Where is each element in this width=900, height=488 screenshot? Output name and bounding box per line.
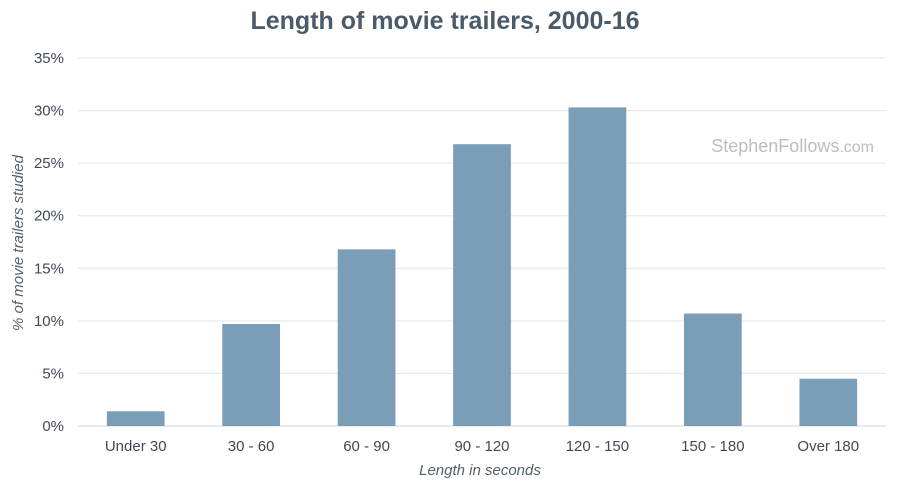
y-tick-label: 5% (42, 365, 64, 382)
y-axis-label: % of movie trailers studied (10, 154, 27, 331)
watermark: StephenFollows.com (711, 136, 874, 156)
x-tick-label: 30 - 60 (228, 438, 275, 455)
y-tick-label: 35% (34, 50, 64, 67)
x-tick-label: Over 180 (797, 438, 859, 455)
y-tick-label: 25% (34, 155, 64, 172)
y-axis-ticks: 0% 5% 10% 15% 20% 25% 30% 35% (34, 50, 64, 435)
y-tick-label: 10% (34, 313, 64, 330)
bar (799, 378, 858, 426)
x-tick-label: 60 - 90 (343, 438, 390, 455)
bar (453, 144, 511, 426)
chart-title: Length of movie trailers, 2000-16 (250, 7, 639, 35)
watermark-suffix: .com (839, 139, 874, 156)
y-tick-label: 0% (42, 418, 64, 435)
y-tick-label: 20% (34, 208, 64, 225)
x-axis-ticks: Under 30 30 - 60 60 - 90 90 - 120 120 - 150 1… (105, 438, 859, 455)
bar (106, 411, 165, 426)
bar (337, 249, 396, 426)
watermark-main: StephenFollows (711, 136, 839, 156)
x-tick-label: 150 - 180 (681, 438, 744, 455)
x-axis-label: Length in seconds (419, 462, 541, 479)
bar (568, 107, 627, 426)
y-tick-label: 30% (34, 103, 64, 120)
bar (684, 313, 742, 426)
x-tick-label: 120 - 150 (566, 438, 629, 455)
y-tick-label: 15% (34, 260, 64, 277)
x-tick-label: Under 30 (105, 438, 167, 455)
x-tick-label: 90 - 120 (454, 438, 509, 455)
bar (222, 324, 280, 426)
bars (106, 107, 858, 426)
